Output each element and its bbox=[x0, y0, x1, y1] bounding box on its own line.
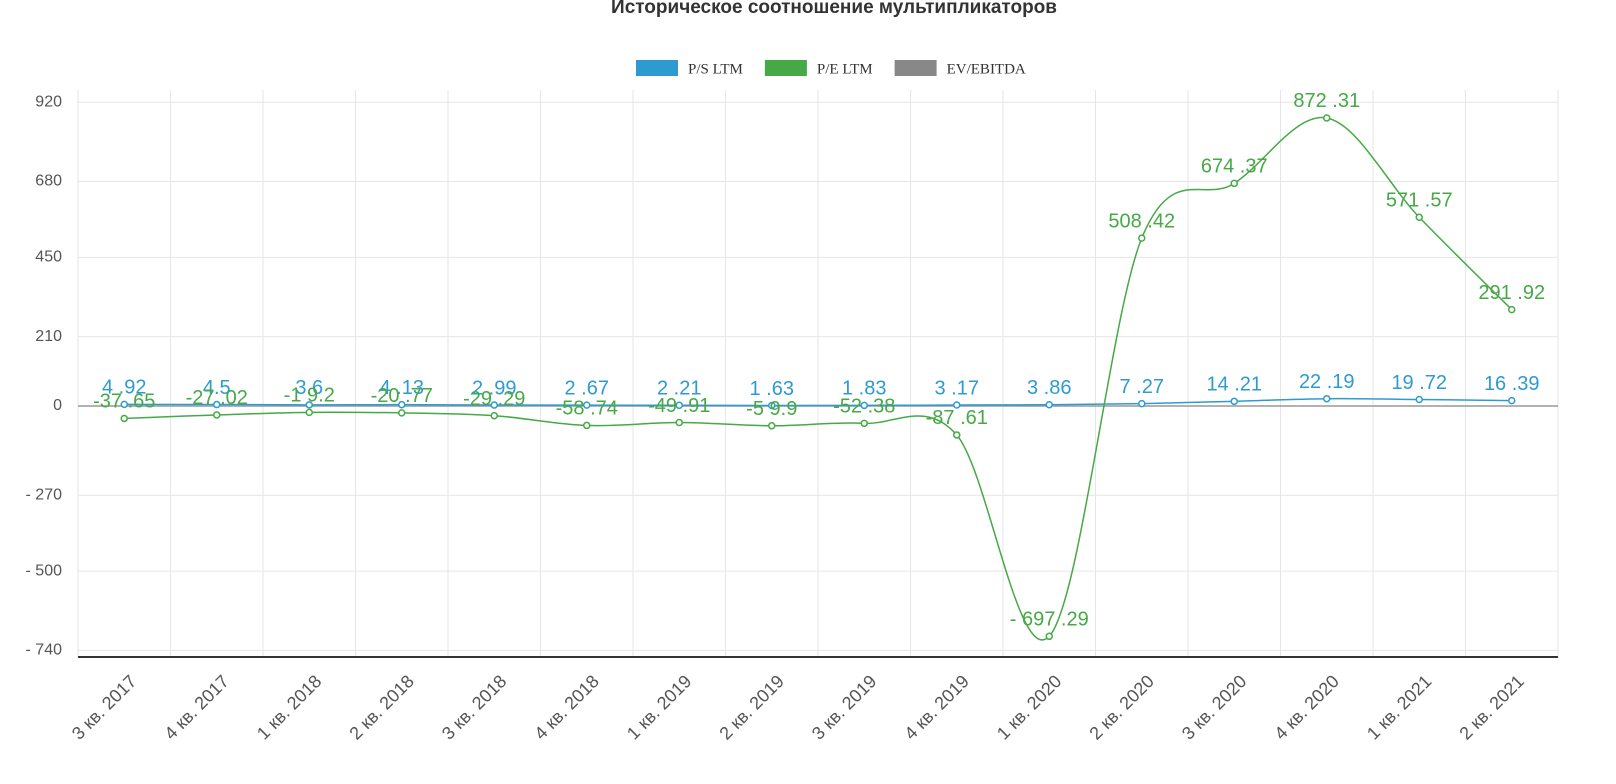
legend-swatch bbox=[764, 60, 807, 76]
point bbox=[583, 401, 591, 409]
point bbox=[1323, 114, 1331, 122]
data-label: 4 .92 bbox=[102, 377, 146, 399]
legend-label: P/S LTM bbox=[688, 61, 743, 77]
data-label: -20 .77 bbox=[371, 385, 433, 407]
point bbox=[398, 409, 406, 417]
data-label: -1 9.2 bbox=[284, 385, 335, 407]
data-label: 7 .27 bbox=[1120, 376, 1164, 398]
point bbox=[1508, 396, 1516, 405]
point bbox=[1323, 394, 1331, 403]
point bbox=[120, 400, 128, 409]
point bbox=[305, 408, 313, 417]
x-tick-label: 4 кв. 2017 bbox=[160, 671, 232, 743]
data-label: -37 .65 bbox=[93, 391, 155, 413]
point bbox=[398, 400, 406, 409]
data-label: 22 .19 bbox=[1299, 371, 1355, 393]
y-tick-label: - 270 bbox=[26, 486, 63, 503]
point bbox=[1415, 213, 1423, 222]
x-tick-label: 2 кв. 2020 bbox=[1085, 671, 1157, 743]
data-label: 674 .37 bbox=[1201, 156, 1268, 178]
legend-swatch bbox=[894, 60, 937, 76]
data-label: - 697 .29 bbox=[1010, 609, 1089, 631]
x-tick-label: 2 кв. 2019 bbox=[715, 671, 787, 743]
point bbox=[953, 431, 961, 439]
data-label: 19 .72 bbox=[1391, 372, 1447, 394]
data-label: 4.5 bbox=[203, 377, 231, 399]
point bbox=[1508, 305, 1516, 314]
data-label: 291 .92 bbox=[1478, 282, 1545, 304]
y-tick-label: 450 bbox=[35, 249, 62, 266]
x-tick-label: 1 кв. 2019 bbox=[623, 671, 695, 743]
point bbox=[583, 421, 591, 430]
data-label: 1 .83 bbox=[842, 378, 886, 400]
legend-swatch bbox=[636, 60, 678, 76]
data-label: -29 .29 bbox=[463, 388, 525, 410]
data-label: 1 .63 bbox=[750, 378, 794, 400]
x-tick-label: 4 кв. 2020 bbox=[1270, 671, 1342, 743]
x-tick-label: 3 кв. 2017 bbox=[68, 671, 140, 743]
x-tick-label: 3 кв. 2020 bbox=[1178, 671, 1250, 743]
point bbox=[1045, 401, 1053, 409]
point bbox=[860, 419, 868, 428]
x-tick-label: 3 кв. 2019 bbox=[808, 671, 880, 743]
data-label: -52 .38 bbox=[833, 396, 895, 418]
x-tick-label: 2 кв. 2021 bbox=[1455, 671, 1527, 743]
point bbox=[768, 422, 776, 430]
y-tick-label: 210 bbox=[35, 328, 62, 345]
point bbox=[675, 418, 683, 427]
data-label: 2 .99 bbox=[472, 377, 516, 399]
x-tick-label: 2 кв. 2018 bbox=[345, 671, 417, 743]
data-label: 2 .21 bbox=[657, 378, 701, 400]
y-tick-label: - 500 bbox=[26, 562, 63, 579]
series-line bbox=[124, 397, 1512, 407]
point bbox=[490, 401, 498, 409]
data-label: 3 .86 bbox=[1027, 377, 1071, 399]
data-label: 2 .67 bbox=[565, 377, 609, 399]
x-tick-label: 1 кв. 2021 bbox=[1363, 671, 1435, 743]
y-tick-label: - 740 bbox=[26, 642, 63, 659]
data-label: 16 .39 bbox=[1484, 373, 1540, 395]
data-label: 14 .21 bbox=[1206, 374, 1262, 396]
data-label: -87 .61 bbox=[926, 407, 988, 429]
point bbox=[305, 401, 313, 409]
data-label: 3.6 bbox=[295, 377, 323, 399]
data-label: 3 .17 bbox=[935, 377, 979, 399]
data-label: 872 .31 bbox=[1293, 90, 1360, 112]
point bbox=[675, 401, 683, 410]
point bbox=[120, 414, 128, 423]
x-tick-label: 1 кв. 2018 bbox=[253, 671, 325, 743]
point bbox=[1230, 397, 1238, 406]
data-label: 4 .13 bbox=[380, 377, 424, 399]
x-tick-label: 3 кв. 2018 bbox=[438, 671, 510, 743]
point bbox=[1415, 395, 1423, 404]
point bbox=[490, 411, 498, 420]
point bbox=[213, 411, 221, 419]
point bbox=[1230, 179, 1238, 188]
point bbox=[1138, 234, 1146, 242]
legend-label: P/E LTM bbox=[817, 61, 873, 77]
x-tick-label: 4 кв. 2018 bbox=[530, 671, 602, 743]
chart-title: Историческое соотношение мультипликаторо… bbox=[611, 0, 1057, 18]
data-label: -5 9.9 bbox=[746, 398, 797, 420]
point bbox=[768, 401, 776, 410]
point bbox=[1045, 632, 1053, 641]
y-tick-label: 680 bbox=[35, 173, 62, 190]
data-label: -49 .91 bbox=[648, 395, 710, 417]
y-tick-label: 0 bbox=[53, 397, 62, 414]
legend-label: EV/EBITDA bbox=[947, 61, 1026, 77]
point bbox=[953, 401, 961, 409]
data-label: 508 .42 bbox=[1108, 210, 1175, 232]
x-tick-label: 4 кв. 2019 bbox=[900, 671, 972, 743]
point bbox=[213, 400, 221, 409]
data-label: -58 .74 bbox=[556, 398, 618, 420]
data-label: -27 .02 bbox=[186, 387, 248, 409]
data-label: 571 .57 bbox=[1386, 190, 1453, 212]
point bbox=[860, 401, 868, 410]
point bbox=[1138, 399, 1146, 408]
y-tick-label: 920 bbox=[35, 93, 62, 110]
x-tick-label: 1 кв. 2020 bbox=[993, 671, 1065, 743]
